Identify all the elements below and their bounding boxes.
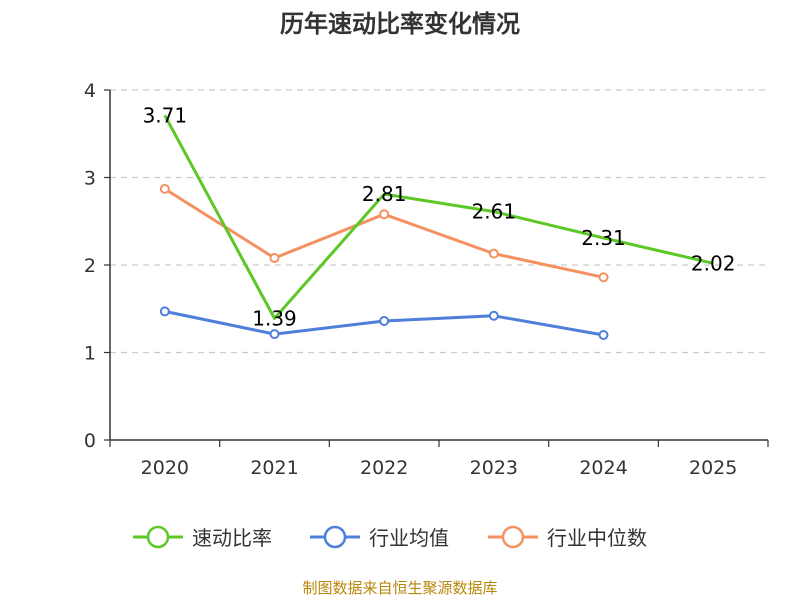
data-label: 3.71 — [143, 103, 188, 127]
data-point — [269, 253, 280, 263]
y-tick-label: 3 — [84, 168, 96, 190]
data-label: 2.02 — [691, 251, 736, 275]
data-point — [598, 330, 609, 340]
data-point — [379, 209, 390, 220]
data-point — [488, 310, 499, 321]
chart-title: 历年速动比率变化情况 — [280, 10, 520, 38]
data-point — [269, 329, 280, 340]
x-tick-label: 2021 — [250, 457, 298, 479]
data-point — [488, 248, 499, 259]
y-tick-label: 2 — [84, 255, 96, 277]
x-tick-label: 2025 — [689, 457, 737, 479]
x-tick-label: 2022 — [360, 457, 408, 479]
data-point — [159, 306, 170, 317]
source-note: 制图数据来自恒生聚源数据库 — [302, 579, 497, 597]
y-tick-label: 4 — [84, 80, 96, 102]
series-lines — [159, 114, 714, 340]
legend-swatch-marker — [501, 525, 525, 549]
data-label: 2.81 — [362, 182, 407, 206]
grid-lines — [110, 89, 768, 354]
axes: 0 1 2 3 4 2020 2021 2022 2023 2024 2025 — [84, 80, 769, 479]
data-label: 2.31 — [581, 226, 626, 250]
x-tick-label: 2024 — [579, 457, 627, 479]
data-point — [598, 272, 609, 283]
x-tick-label: 2023 — [470, 457, 518, 479]
legend-swatch-marker — [323, 525, 347, 549]
data-label: 1.39 — [252, 306, 297, 330]
legend-swatch-marker — [146, 525, 170, 549]
series-line-1 — [163, 114, 714, 320]
data-label: 2.61 — [472, 200, 517, 224]
legend-label: 行业均值 — [369, 526, 449, 550]
data-labels: 3.71 1.39 2.81 2.61 2.31 2.02 — [143, 103, 736, 330]
data-point — [379, 316, 390, 326]
legend-label: 行业中位数 — [547, 526, 647, 550]
x-tick-label: 2020 — [141, 457, 189, 479]
legend: 速动比率 行业均值 行业中位数 — [133, 525, 647, 550]
data-point — [159, 183, 170, 194]
y-tick-label: 1 — [84, 343, 96, 365]
legend-label: 速动比率 — [192, 526, 272, 550]
y-tick-label: 0 — [84, 430, 96, 452]
